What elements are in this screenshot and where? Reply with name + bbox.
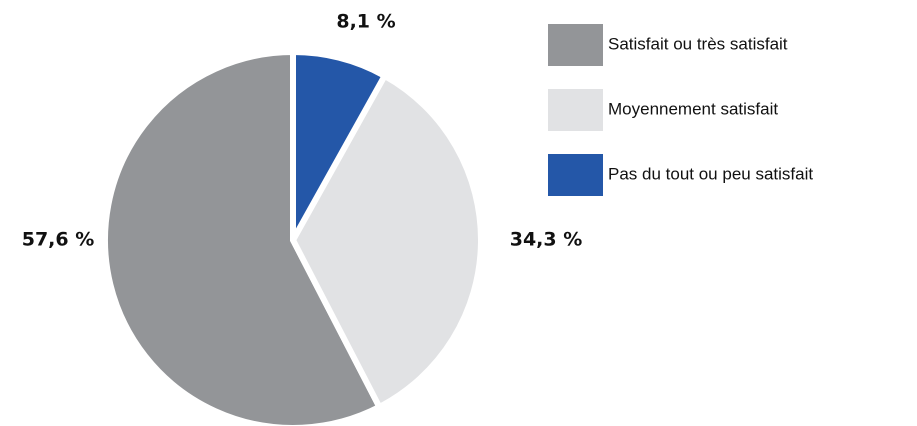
legend-swatch <box>548 154 603 196</box>
pie-slice <box>102 49 383 426</box>
pie-slice <box>290 49 388 243</box>
value-label: 8,1 % <box>336 11 395 33</box>
legend-label: Pas du tout ou peu satisfait <box>608 164 813 183</box>
legend-swatch <box>548 89 603 131</box>
value-label: 57,6 % <box>22 229 95 251</box>
legend-swatch <box>548 24 603 66</box>
legend-label: Satisfait ou très satisfait <box>608 34 788 53</box>
value-label: 34,3 % <box>510 229 583 251</box>
legend-label: Moyennement satisfait <box>608 99 778 118</box>
